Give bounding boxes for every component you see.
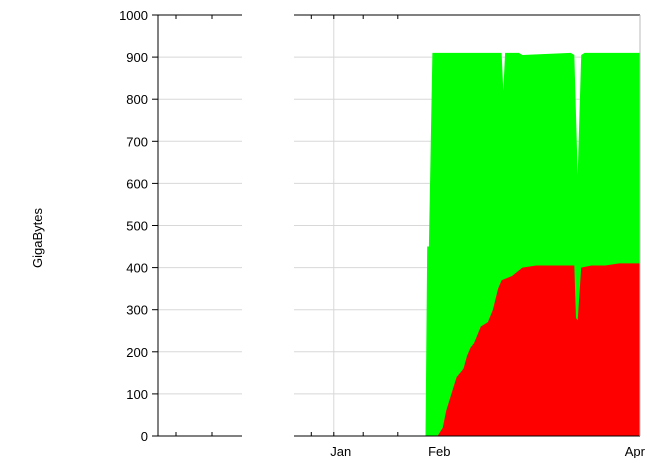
y-tick-label: 900: [126, 50, 148, 65]
data-areas: [294, 52, 640, 437]
x-tick-label: Feb: [428, 444, 450, 458]
y-tick-label: 400: [126, 261, 148, 276]
used-area: [294, 263, 640, 436]
y-tick-label: 700: [126, 134, 148, 149]
y-tick-label: 800: [126, 92, 148, 107]
tick-labels: 0 100 200 300 400 500 600 700 800 900 1000 Jan Feb Ap…: [119, 8, 646, 458]
x-tick-label: Jan: [330, 444, 351, 458]
y-tick-label: 300: [126, 303, 148, 318]
y-tick-label: 100: [126, 387, 148, 402]
x-tick-label: Apr: [625, 444, 646, 458]
y-tick-label: 200: [126, 345, 148, 360]
y-tick-label: 0: [141, 429, 148, 444]
y-axis-title: GigaBytes: [30, 208, 45, 268]
axes: [152, 14, 641, 437]
y-tick-label: 1000: [119, 8, 148, 23]
y-tick-label: 600: [126, 176, 148, 191]
y-tick-label: 500: [126, 219, 148, 234]
